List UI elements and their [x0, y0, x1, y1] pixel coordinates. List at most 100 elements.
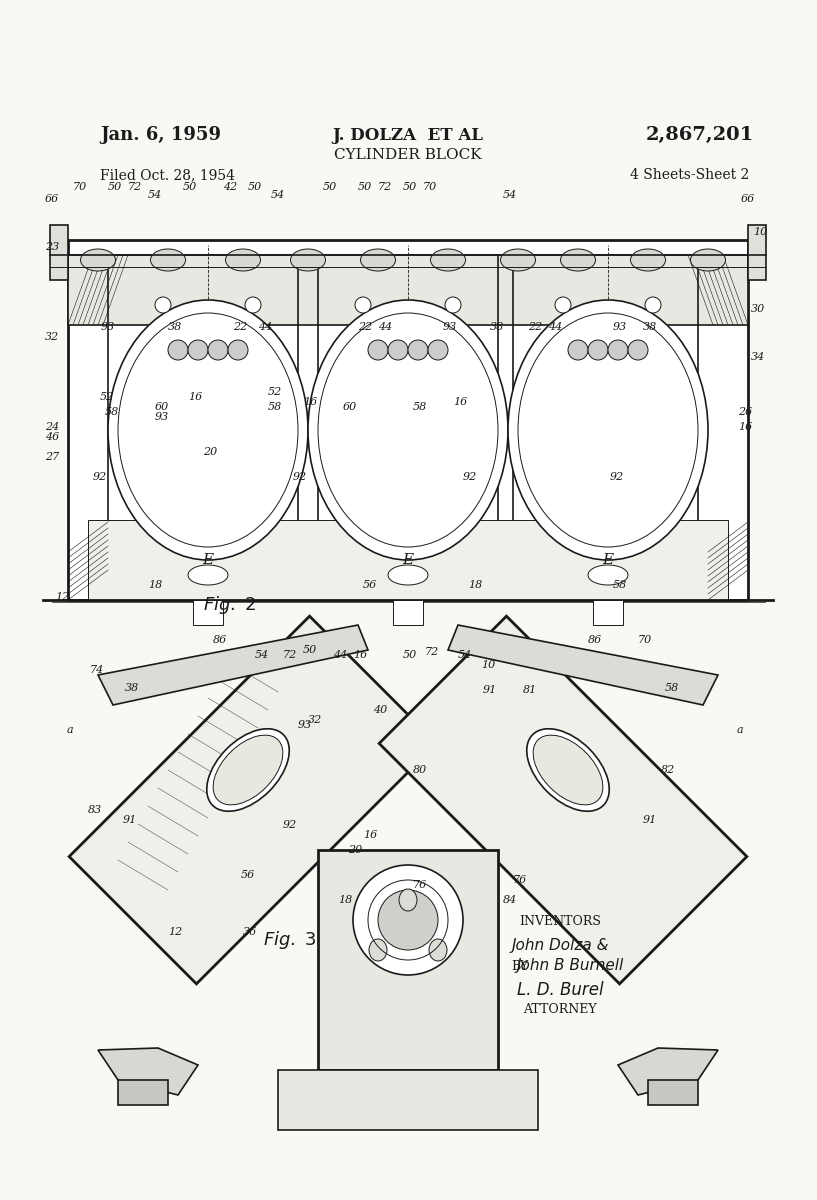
Circle shape — [155, 296, 171, 313]
Polygon shape — [98, 1048, 198, 1094]
Text: L. D. Burel: L. D. Burel — [516, 982, 603, 998]
Text: 18: 18 — [148, 580, 162, 590]
Text: 52: 52 — [268, 386, 282, 397]
Text: 50: 50 — [358, 182, 372, 192]
Ellipse shape — [291, 248, 325, 271]
Ellipse shape — [631, 248, 666, 271]
Bar — [278, 1070, 538, 1130]
Text: 50: 50 — [403, 650, 417, 660]
Text: 16: 16 — [188, 392, 202, 402]
Text: 16: 16 — [363, 830, 377, 840]
Circle shape — [608, 340, 628, 360]
Text: 92: 92 — [93, 472, 107, 482]
Text: 38: 38 — [125, 683, 139, 692]
Text: 18: 18 — [468, 580, 482, 590]
Bar — [118, 1080, 168, 1105]
Text: 70: 70 — [73, 182, 87, 192]
Ellipse shape — [399, 889, 417, 911]
Text: 16: 16 — [453, 397, 467, 407]
Text: 50: 50 — [323, 182, 337, 192]
Text: 50: 50 — [303, 646, 317, 655]
Text: 80: 80 — [413, 766, 427, 775]
Text: 56: 56 — [363, 580, 377, 590]
Text: a: a — [737, 725, 743, 734]
Text: 66: 66 — [741, 194, 755, 204]
Text: 54: 54 — [148, 190, 162, 200]
Text: 38: 38 — [643, 322, 657, 332]
Text: 44: 44 — [333, 650, 347, 660]
Text: 93: 93 — [443, 322, 458, 332]
Ellipse shape — [560, 248, 596, 271]
Text: 83: 83 — [88, 805, 102, 815]
Text: 38: 38 — [490, 322, 504, 332]
Text: 76: 76 — [413, 880, 427, 890]
Text: 16: 16 — [303, 397, 317, 407]
Polygon shape — [69, 616, 437, 984]
Text: 44: 44 — [548, 322, 562, 332]
Text: 76: 76 — [513, 875, 527, 886]
Text: 72: 72 — [128, 182, 142, 192]
Text: Filed Oct. 28, 1954: Filed Oct. 28, 1954 — [100, 168, 235, 182]
Text: 22: 22 — [358, 322, 372, 332]
Bar — [193, 600, 223, 625]
Text: 2,867,201: 2,867,201 — [645, 126, 754, 144]
Bar — [50, 226, 68, 280]
Text: 92: 92 — [609, 472, 624, 482]
Text: 86: 86 — [213, 635, 227, 646]
Text: 4 Sheets-Sheet 2: 4 Sheets-Sheet 2 — [630, 168, 749, 182]
Text: E: E — [602, 553, 614, 566]
Text: BY: BY — [511, 960, 529, 973]
Text: E: E — [403, 553, 413, 566]
Bar — [393, 600, 423, 625]
Text: 16: 16 — [353, 650, 367, 660]
Circle shape — [388, 340, 408, 360]
Ellipse shape — [188, 565, 228, 584]
Text: ATTORNEY: ATTORNEY — [523, 1003, 596, 1016]
Polygon shape — [448, 625, 718, 704]
Ellipse shape — [81, 248, 115, 271]
Circle shape — [168, 340, 188, 360]
Text: $\mathit{Fig.}\ 2$: $\mathit{Fig.}\ 2$ — [203, 594, 257, 616]
Ellipse shape — [431, 248, 466, 271]
Text: 20: 20 — [348, 845, 362, 854]
Bar — [88, 520, 728, 600]
Text: 60: 60 — [343, 402, 357, 412]
Polygon shape — [379, 616, 747, 984]
Circle shape — [628, 340, 648, 360]
Text: 60: 60 — [155, 402, 169, 412]
Text: 93: 93 — [155, 412, 169, 422]
Text: 27: 27 — [45, 452, 59, 462]
Text: E: E — [203, 553, 213, 566]
Text: 32: 32 — [45, 332, 59, 342]
Circle shape — [355, 296, 371, 313]
Text: Jan. 6, 1959: Jan. 6, 1959 — [100, 126, 221, 144]
Ellipse shape — [108, 300, 308, 560]
Text: 66: 66 — [45, 194, 59, 204]
Text: 24: 24 — [45, 422, 59, 432]
Ellipse shape — [690, 248, 725, 271]
Text: 52: 52 — [100, 392, 114, 402]
Text: 50: 50 — [108, 182, 122, 192]
Text: 26: 26 — [738, 407, 752, 416]
Ellipse shape — [207, 728, 289, 811]
Bar — [648, 1080, 698, 1105]
Text: 32: 32 — [308, 715, 322, 725]
Bar — [318, 850, 498, 1070]
Text: 12: 12 — [167, 926, 182, 937]
Text: 20: 20 — [203, 446, 217, 457]
Text: 91: 91 — [123, 815, 137, 826]
Text: 58: 58 — [613, 580, 627, 590]
Circle shape — [568, 340, 588, 360]
Text: 46: 46 — [45, 432, 59, 442]
Text: 44: 44 — [378, 322, 392, 332]
Polygon shape — [98, 625, 368, 704]
Text: 22: 22 — [233, 322, 247, 332]
Text: 91: 91 — [483, 685, 497, 695]
Ellipse shape — [360, 248, 395, 271]
Text: 22: 22 — [528, 322, 542, 332]
Text: CYLINDER BLOCK: CYLINDER BLOCK — [334, 148, 482, 162]
Ellipse shape — [588, 565, 628, 584]
Circle shape — [188, 340, 208, 360]
Text: 92: 92 — [283, 820, 297, 830]
Text: 92: 92 — [292, 472, 307, 482]
